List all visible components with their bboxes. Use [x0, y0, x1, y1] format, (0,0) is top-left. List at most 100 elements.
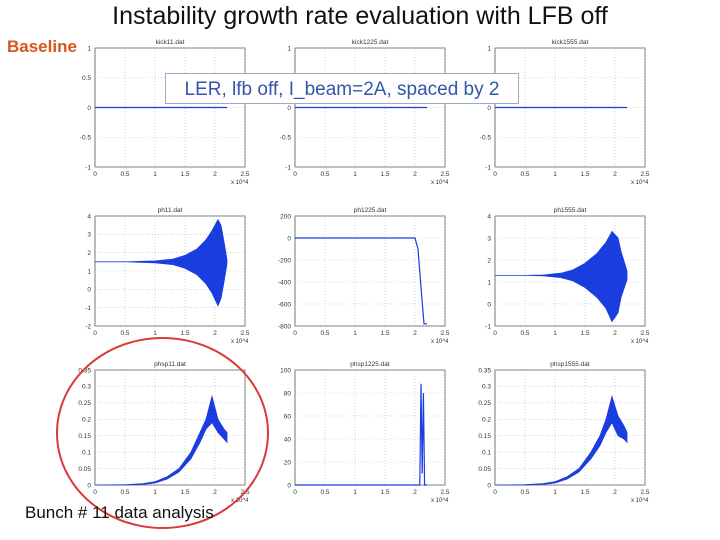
x-tick-label: 2: [213, 489, 217, 496]
plot-title: kick11.dat: [156, 39, 185, 46]
data-band: [494, 394, 628, 486]
subplot-4: 0 0.5 1 1.5 2 2.5 4 3 2 1 0 -1 -2 x 10^4 ph11.dat: [85, 207, 250, 345]
y-tick-label: 1: [287, 45, 291, 52]
x-tick-label: 0: [493, 489, 497, 496]
subplot-1: 0 0.5 1 1.5 2 2.5 1 0.5 0 -0.5 -1 x 10^4 kick11.dat: [80, 39, 250, 186]
y-tick-label: 0.2: [482, 417, 491, 424]
footer-caption: Bunch # 11 data analysis: [25, 503, 214, 522]
x-exponent-label: x 10^4: [631, 339, 649, 345]
plot-title: phsp11.dat: [154, 361, 186, 368]
y-tick-label: 0.2: [82, 417, 91, 424]
x-tick-label: 1: [353, 330, 357, 337]
y-tick-label: 0: [487, 105, 491, 112]
x-tick-label: 1.5: [580, 330, 589, 337]
callout-box: LER, lfb off, I_beam=2A, spaced by 2: [165, 73, 519, 104]
y-tick-label: 0.25: [478, 400, 491, 407]
x-tick-label: 1: [353, 171, 357, 178]
y-tick-label: 0.1: [82, 449, 91, 456]
y-tick-label: 0: [487, 482, 491, 489]
y-tick-label: 1: [87, 45, 91, 52]
y-tick-label: 0.15: [78, 433, 91, 440]
x-tick-label: 1.5: [380, 330, 389, 337]
x-tick-label: 0: [93, 171, 97, 178]
plot-title: ph1225.dat: [354, 207, 387, 214]
y-tick-label: 1: [87, 268, 91, 275]
y-tick-label: 200: [280, 213, 291, 220]
y-tick-label: 0.3: [482, 384, 491, 391]
baseline-label: Baseline: [7, 37, 77, 56]
x-tick-label: 2: [213, 171, 217, 178]
x-tick-label: 2.5: [240, 489, 249, 496]
y-tick-label: -0.5: [280, 135, 292, 142]
y-tick-label: 0: [87, 482, 91, 489]
x-tick-label: 2.5: [440, 330, 449, 337]
y-tick-label: -1: [285, 164, 291, 171]
data-band: [95, 218, 228, 307]
x-tick-label: 0: [293, 330, 297, 337]
subplot-9: 0 0.5 1 1.5 2 2.5 0.35 0.3 0.25 0.2 0.15 0.1 0.05 0 x …: [478, 361, 650, 504]
y-tick-label: 0.35: [78, 367, 91, 374]
x-tick-label: 1: [153, 489, 157, 496]
subplot-8: 0 0.5 1 1.5 2 2.5 100 80 60 40 20 0 x 10^4 phsp1225.d…: [280, 361, 450, 504]
x-tick-label: 1: [353, 489, 357, 496]
x-tick-label: 2: [613, 330, 617, 337]
x-tick-label: 2: [613, 171, 617, 178]
x-tick-label: 1: [153, 171, 157, 178]
y-tick-label: -1: [85, 305, 91, 312]
x-exponent-label: x 10^4: [431, 498, 449, 504]
y-tick-label: 0.3: [82, 384, 91, 391]
y-tick-label: 60: [284, 413, 292, 420]
x-tick-label: 1.5: [180, 171, 189, 178]
plot-title: kick1225.dat: [352, 39, 389, 46]
y-tick-label: 3: [487, 235, 491, 242]
y-tick-label: 0.05: [78, 466, 91, 473]
y-tick-label: 2: [87, 250, 91, 257]
x-tick-label: 1.5: [580, 489, 589, 496]
y-tick-label: 0: [87, 287, 91, 294]
x-exponent-label: x 10^4: [631, 180, 649, 186]
y-tick-label: 20: [284, 459, 292, 466]
y-tick-label: 4: [87, 213, 91, 220]
y-tick-label: 0: [87, 105, 91, 112]
x-tick-label: 2: [413, 171, 417, 178]
x-tick-label: 0.5: [120, 330, 129, 337]
plot-title: ph11.dat: [158, 207, 183, 214]
plot-title: ph1555.dat: [554, 207, 587, 214]
x-tick-label: 2.5: [440, 171, 449, 178]
y-tick-label: 0.35: [478, 367, 491, 374]
subplot-2: 00.511.522.510.50-0.5-1x 10^4kick1225.da…: [280, 39, 450, 186]
x-tick-label: 2.5: [640, 171, 649, 178]
x-tick-label: 2.5: [640, 330, 649, 337]
y-tick-label: -200: [278, 257, 291, 264]
x-tick-label: 0: [493, 171, 497, 178]
data-line: [295, 383, 427, 486]
y-tick-label: 2: [487, 257, 491, 264]
subplot-3: 00.511.522.510.50-0.5-1x 10^4kick1555.da…: [480, 39, 650, 186]
x-tick-label: 2: [213, 330, 217, 337]
x-tick-label: 2.5: [640, 489, 649, 496]
x-tick-label: 1.5: [380, 489, 389, 496]
y-tick-label: 0.25: [78, 400, 91, 407]
y-tick-label: 40: [284, 436, 292, 443]
x-tick-label: 0.5: [320, 489, 329, 496]
x-tick-label: 0.5: [520, 171, 529, 178]
y-tick-label: -1: [485, 164, 491, 171]
y-tick-label: 80: [284, 390, 292, 397]
x-tick-label: 0: [293, 489, 297, 496]
subplot-5: 0 0.5 1 1.5 2 2.5 200 0 -200 -400 -600 -800 x 10^4 ph…: [278, 207, 450, 345]
y-tick-label: 0.1: [482, 449, 491, 456]
y-tick-label: 4: [487, 213, 491, 220]
slide-title: Instability growth rate evaluation with …: [112, 2, 608, 30]
x-tick-label: 1: [553, 171, 557, 178]
x-tick-label: 1.5: [180, 489, 189, 496]
y-tick-label: 3: [87, 232, 91, 239]
y-tick-label: -800: [278, 323, 291, 330]
x-tick-label: 0: [293, 171, 297, 178]
x-tick-label: 0.5: [520, 330, 529, 337]
x-tick-label: 0.5: [320, 330, 329, 337]
x-tick-label: 0: [493, 330, 497, 337]
y-tick-label: 0: [287, 235, 291, 242]
y-tick-label: 0.05: [478, 466, 491, 473]
x-tick-label: 2.5: [240, 171, 249, 178]
